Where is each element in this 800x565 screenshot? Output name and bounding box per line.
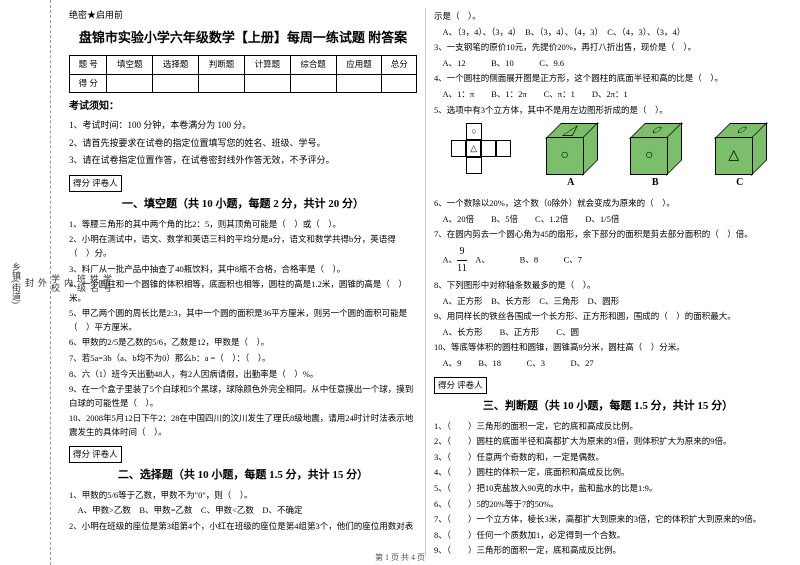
q2-7-opts: A、911 A、 B、8 C、7 (434, 244, 782, 277)
net-cell (466, 157, 483, 174)
cube-c: ○ △ C (715, 123, 765, 191)
margin-label: 学校 (49, 274, 62, 292)
score-cell (199, 74, 245, 93)
section1-title: 一、填空题（共 10 小题，每题 2 分，共计 20 分） (69, 196, 417, 214)
section2-title: 二、选择题（共 10 小题，每题 1.5 分，共计 15 分） (69, 467, 417, 485)
q3-8: 8、（ ）任何一个质数加1，必定得到一个合数。 (434, 529, 782, 543)
q2-3-opts: A、12 B、10 C、9.6 (434, 57, 782, 71)
q2-2-opts: A、（3，4）、（3，4） B、（3，4）、（4，3） C、（4，3）、（3，4… (434, 26, 782, 40)
section3-title: 三、判断题（共 10 小题，每题 1.5 分，共计 15 分） (434, 398, 782, 416)
page-footer: 第 1 页 共 4 页 (0, 552, 800, 563)
q3-1: 1、（ ）三角形的面积一定，它的底和高成反比例。 (434, 420, 782, 434)
net-cell (496, 140, 511, 157)
q3-5: 5、（ ）把10克盐放入90克的水中，盐和盐水的比是1:9。 (434, 482, 782, 496)
score-cell (290, 74, 336, 93)
score-cell (382, 74, 417, 93)
q2-5: 5、选项中有3个立方体，其中不是用左边图形折成的是（ ）。 (434, 104, 782, 118)
exam-page: 学号 姓名 班级 内 学校 外 封 乡镇(街道) 绝密★启用前 盘锦市实验小学六… (0, 0, 800, 565)
margin-label: 乡镇(街道) (10, 262, 23, 304)
q2-1-opts: A、甲数>乙数 B、甲数=乙数 C、甲数<乙数 D、不确定 (69, 504, 417, 518)
q2-10-opts: A、9 B、18 C、3 D、27 (434, 357, 782, 371)
score-header: 应用题 (336, 56, 382, 75)
net-cell (451, 140, 466, 157)
q2-1: 1、甲数的5/6等于乙数，甲数不为"0"，则（ ）。 (69, 489, 417, 503)
cube-label: B (652, 175, 659, 191)
score-header: 总分 (382, 56, 417, 75)
q1-2: 2、小明在测试中，语文、数学和英语三科的平均分是a分，语文和数学共得b分，英语得… (69, 233, 417, 260)
fold-mark: 封 (23, 278, 36, 287)
q3-2: 2、（ ）圆柱的底面半径和高都扩大为原来的3倍，则体积扩大为原来的9倍。 (434, 435, 782, 449)
net-cell: ○ (466, 123, 483, 140)
q1-7: 7、若5a=3b（a、b均不为0）那么b：a =（ ）：（ ）。 (69, 352, 417, 366)
cube-front: △ (715, 137, 753, 175)
q1-5: 5、甲乙两个圆的周长比是2:3，其中一个圆的面积是36平方厘米，则另一个圆的面积… (69, 307, 417, 334)
score-cell (336, 74, 382, 93)
q2-3: 3、一支钢笔的原价10元，先提价20%，再打八折出售，现价是（ ）。 (434, 41, 782, 55)
q3-4: 4、（ ）圆柱的体积一定，底面积和高成反比例。 (434, 466, 782, 480)
notice-item: 2、请首先按要求在试卷的指定位置填写您的姓名、班级、学号。 (69, 136, 417, 150)
margin-label: 姓名 (88, 274, 101, 292)
net-cell: △ (466, 140, 481, 157)
q2-7: 7、在圆内剪去一个圆心角为45的扇形，余下部分的面积是剪去部分面积的（ ）倍。 (434, 228, 782, 242)
q2-10: 10、等底等体积的圆柱和圆锥，圆锥高9分米，圆柱高（ ）分米。 (434, 341, 782, 355)
q1-6: 6、甲数的2/5是乙数的5/6，乙数是12，甲数是（ ）。 (69, 336, 417, 350)
content-area: 绝密★启用前 盘锦市实验小学六年级数学【上册】每周一练试题 附答案 题 号 填空… (51, 0, 800, 565)
score-header: 判断题 (199, 56, 245, 75)
q3-7: 7、（ ）一个立方体，棱长3米，高都扩大到原来的3倍，它的体积扩大到原来的9倍。 (434, 513, 782, 527)
score-header: 综合题 (290, 56, 336, 75)
notice-item: 3、请在试卷指定位置作答，在试卷密封线外作答无效，不予评分。 (69, 153, 417, 167)
fold-mark: 内 (62, 278, 75, 287)
net-cell (481, 140, 496, 157)
cube-label: C (736, 175, 743, 191)
right-column: 示是（ ）。 A、（3，4）、（3，4） B、（3，4）、（4，3） C、（4，… (426, 8, 790, 557)
secret-label: 绝密★启用前 (69, 8, 417, 22)
score-cell (244, 74, 290, 93)
score-header: 选择题 (153, 56, 199, 75)
q2-4-opts: A、1：π B、1：2π C、π：1 D、2π：1 (434, 88, 782, 102)
q1-3: 3、料厂从一批产品中抽查了40瓶饮料，其中8瓶不合格，合格率是（ ）。 (69, 263, 417, 277)
q3-3: 3、（ ）任意两个奇数的和，一定是偶数。 (434, 451, 782, 465)
q2-2: 2、小明在班级的座位是第3组第4个，小红在班级的座位是第4组第3个，他们的座位用… (69, 520, 417, 534)
notice-title: 考试须知： (69, 99, 417, 115)
cube-figures: ○ △ (434, 123, 782, 191)
cube-a: △ ○ A (546, 123, 596, 191)
q2-9: 9、用同样长的铁丝各围成一个长方形、正方形和圆，围成的（ ）的面积最大。 (434, 310, 782, 324)
q1-9: 9、在一个盒子里装了5个白球和5个黑球，球除颜色外完全相同。从中任意摸出一个球，… (69, 383, 417, 410)
score-box: 得分 评卷人 (434, 377, 487, 395)
cube-front: ○ (546, 137, 584, 175)
margin-labels: 学号 姓名 班级 内 学校 外 封 乡镇(街道) (10, 0, 114, 565)
q1-4: 4、一个圆柱和一个圆锥的体积相等，底面积也相等，圆柱的高是1.2米，圆锥的高是（… (69, 278, 417, 305)
exam-title: 盘锦市实验小学六年级数学【上册】每周一练试题 附答案 (69, 28, 417, 49)
fold-mark: 外 (36, 278, 49, 287)
q2-4: 4、一个圆柱的侧面展开图是正方形，这个圆柱的底面半径和高的比是（ ）。 (434, 72, 782, 86)
q2-8-opts: A、正方形 B、长方形 C、三角形 D、圆形 (434, 295, 782, 309)
q2-2-cont: 示是（ ）。 (434, 10, 782, 24)
score-table: 题 号 填空题 选择题 判断题 计算题 综合题 应用题 总分 得 分 (69, 55, 417, 93)
q1-10: 10、2008年5月12日下午2：28在中国四川的汶川发生了理氏8级地震，请用2… (69, 412, 417, 439)
q1-8: 8、六（1）班今天出勤48人，有2人因病请假，出勤率是（ ）%。 (69, 368, 417, 382)
score-header: 计算题 (244, 56, 290, 75)
q1-1: 1、等腰三角形的其中两个角的比2：5，则其顶角可能是（ ）或（ ）。 (69, 218, 417, 232)
q3-6: 6、（ ）5的20%等于7的50%。 (434, 498, 782, 512)
cube-front: ○ (630, 137, 668, 175)
cube-label: A (567, 175, 574, 191)
margin-label: 学号 (101, 274, 114, 292)
margin-label: 班级 (75, 274, 88, 292)
q2-6: 6、一个数除以20%，这个数（0除外）就会变成为原来的（ ）。 (434, 197, 782, 211)
q2-8: 8、下列图形中对称轴条数最多的是（ ）。 (434, 279, 782, 293)
score-cell (153, 74, 199, 93)
cube-net: ○ △ (451, 123, 511, 191)
left-column: 绝密★启用前 盘锦市实验小学六年级数学【上册】每周一练试题 附答案 题 号 填空… (61, 8, 426, 557)
notice-item: 1、考试时间：100 分钟，本卷满分为 100 分。 (69, 118, 417, 132)
fraction: 911 (457, 244, 467, 277)
q2-6-opts: A、20倍 B、5倍 C、1.2倍 D、1/5倍 (434, 213, 782, 227)
cube-b: ○ ○ B (630, 123, 680, 191)
q2-9-opts: A、长方形 B、正方形 C、圆 (434, 326, 782, 340)
binding-margin: 学号 姓名 班级 内 学校 外 封 乡镇(街道) (0, 0, 51, 565)
